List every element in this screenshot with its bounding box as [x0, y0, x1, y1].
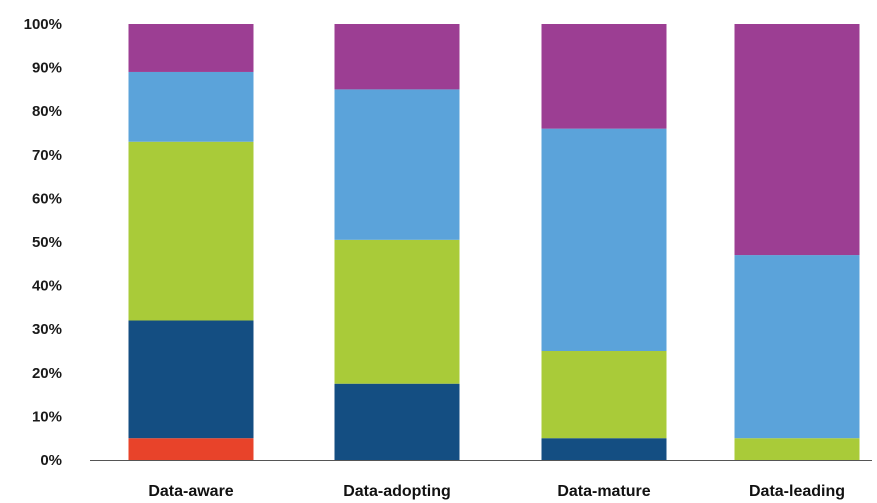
x-axis: Data-aware Data-adopting Data-mature Data-l… — [148, 483, 845, 500]
bar-segment-data-aware-s4 — [128, 71, 254, 142]
y-tick-label: 40% — [32, 278, 62, 295]
y-tick-label: 0% — [40, 452, 62, 469]
bar-segment-data-aware-s1 — [128, 438, 254, 460]
bars-group — [128, 24, 860, 460]
bar-segment-data-aware-s5 — [128, 24, 254, 72]
y-tick-label: 60% — [32, 190, 62, 207]
bar-segment-data-mature-s2 — [541, 438, 667, 460]
x-category-label: Data-leading — [749, 483, 845, 500]
bar-segment-data-mature-s4 — [541, 128, 667, 351]
y-tick-label: 100% — [24, 16, 62, 33]
y-axis: 0% 10% 20% 30% 40% 50% 60% 70% 80% 90% 100% — [24, 16, 62, 469]
bar-segment-data-adopting-s4 — [334, 89, 460, 240]
bar-segment-data-leading-s5 — [734, 24, 860, 256]
y-tick-label: 50% — [32, 234, 62, 251]
bar-segment-data-adopting-s2 — [334, 383, 460, 460]
bar-segment-data-mature-s5 — [541, 24, 667, 129]
x-category-label: Data-aware — [148, 483, 233, 500]
bar-segment-data-leading-s3 — [734, 438, 860, 460]
x-category-label: Data-mature — [557, 483, 650, 500]
bar-segment-data-leading-s4 — [734, 255, 860, 439]
y-tick-label: 20% — [32, 365, 62, 382]
y-tick-label: 90% — [32, 60, 62, 77]
y-tick-label: 70% — [32, 147, 62, 164]
x-category-label: Data-adopting — [343, 483, 451, 500]
bar-segment-data-adopting-s3 — [334, 239, 460, 384]
y-tick-label: 80% — [32, 103, 62, 120]
y-tick-label: 30% — [32, 321, 62, 338]
bar-segment-data-mature-s3 — [541, 351, 667, 439]
y-tick-label: 10% — [32, 408, 62, 425]
bar-segment-data-aware-s3 — [128, 141, 254, 321]
bar-segment-data-adopting-s5 — [334, 24, 460, 90]
bar-segment-data-aware-s2 — [128, 320, 254, 439]
